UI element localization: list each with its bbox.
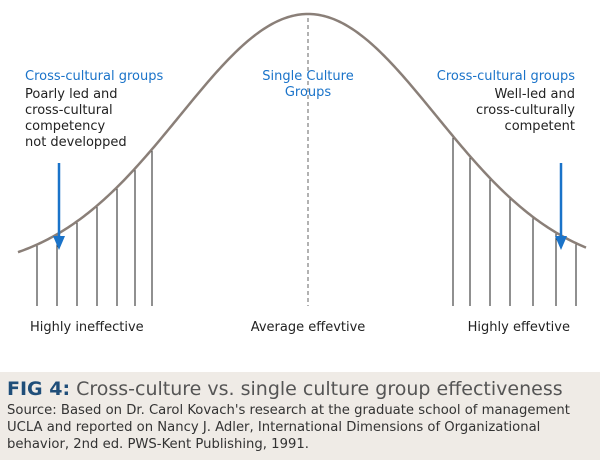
figure-source: Source: Based on Dr. Carol Kovach's rese… — [7, 403, 570, 452]
plot-area: Cross-cultural groups Poarly led and cro… — [17, 12, 587, 335]
right-label-line: competent — [505, 119, 575, 134]
left-label-heading: Cross-cultural groups — [25, 69, 163, 84]
left-label-line: not developped — [25, 135, 127, 150]
left-arrow-head — [53, 236, 65, 250]
hatch-lines — [36, 136, 577, 306]
right-arrow-head — [555, 236, 567, 250]
bell-curve-diagram: Cross-cultural groups Poarly led and cro… — [17, 12, 587, 335]
left-label-line: competency — [25, 119, 105, 134]
axis-label-right: Highly effevtive — [468, 320, 570, 335]
bell-curve — [17, 12, 587, 254]
right-label-heading: Cross-cultural groups — [437, 69, 575, 84]
left-label-line: Poarly led and — [25, 87, 118, 102]
center-label-line: Single Culture — [262, 69, 353, 84]
figure-title-text: Cross-culture vs. single culture group e… — [76, 378, 563, 400]
axis-label-center: Average effevtive — [251, 320, 366, 335]
right-label-line: cross-culturally — [476, 103, 575, 118]
figure-label: FIG 4: — [7, 378, 71, 400]
figure-title: FIG 4: Cross-culture vs. single culture g… — [7, 378, 563, 400]
caption-area — [0, 372, 600, 460]
right-label-line: Well-led and — [495, 87, 575, 102]
center-label-line: Groups — [285, 85, 332, 100]
left-label-line: cross-cultural — [25, 103, 113, 118]
axis-label-left: Highly ineffective — [30, 320, 144, 335]
